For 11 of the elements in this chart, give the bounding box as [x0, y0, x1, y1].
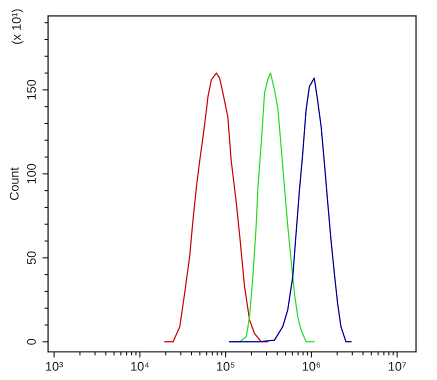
y-tick-label: 50: [27, 251, 36, 264]
y-tick-label: 0: [27, 338, 36, 345]
x-tick-label: 10⁵: [217, 362, 234, 371]
x-tick-label: 10⁷: [388, 362, 406, 371]
text: (x 10¹): [12, 9, 24, 44]
x-tick-label: 10⁶: [302, 362, 320, 371]
y-tick-label: 150: [27, 80, 36, 100]
x-tick-label: 10⁴: [131, 362, 149, 371]
x-tick-label: 10³: [46, 362, 63, 371]
y-axis-title: Count: [10, 167, 19, 200]
y-tick-label: 100: [27, 164, 36, 184]
